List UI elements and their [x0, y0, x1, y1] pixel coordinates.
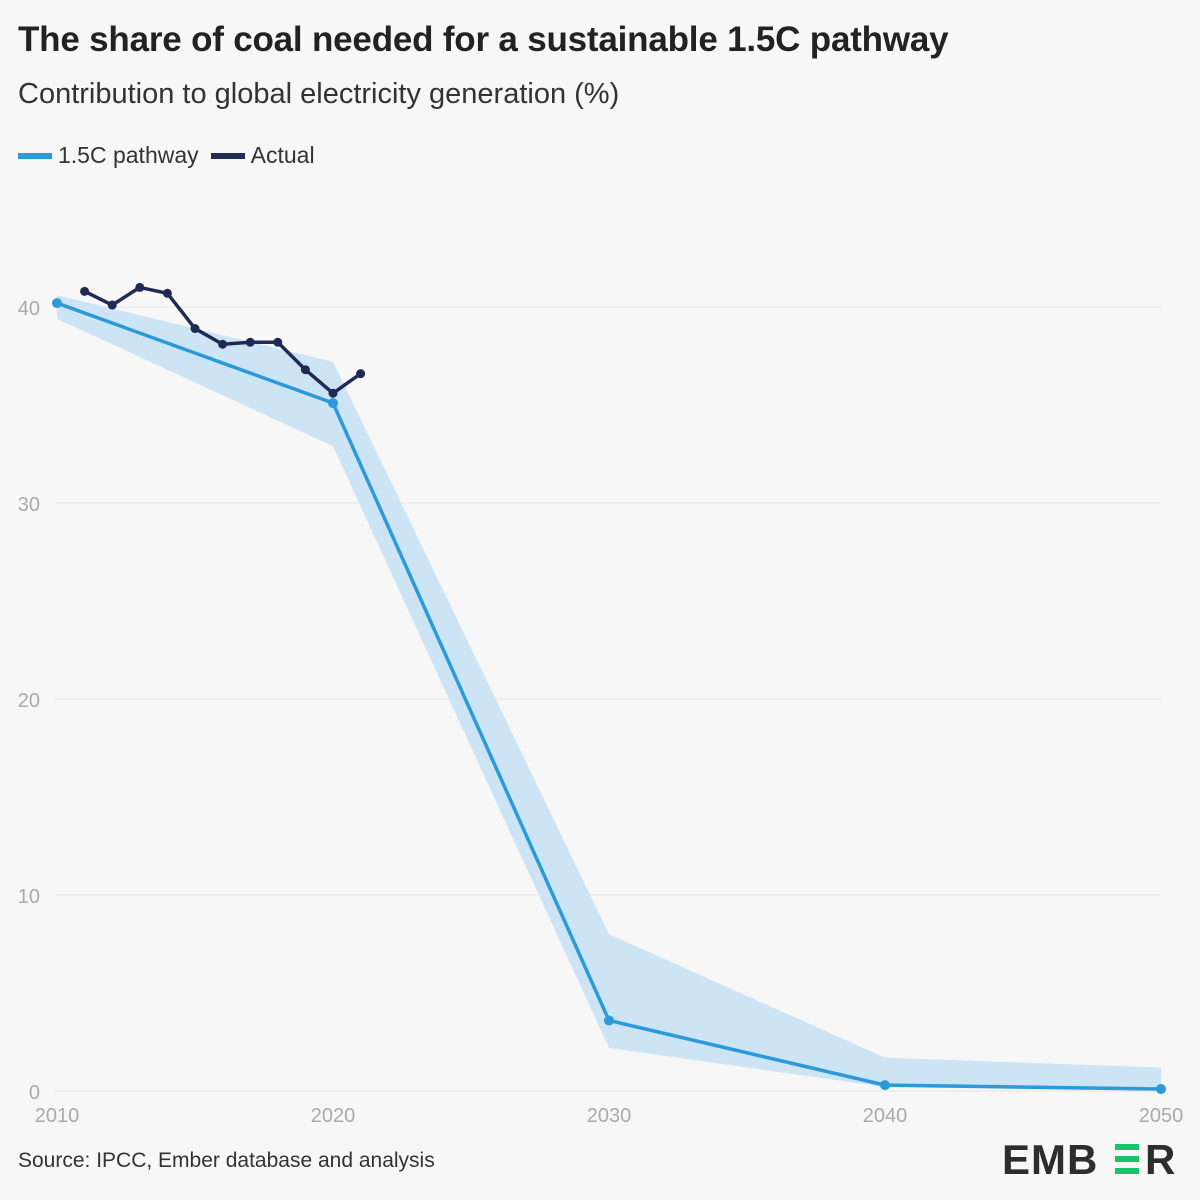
actual-point [300, 365, 310, 375]
actual-point [218, 339, 228, 349]
actual-point [162, 288, 172, 298]
pathway-range-band [57, 295, 1161, 1091]
actual-point [107, 300, 117, 310]
legend-item-actual[interactable]: Actual [210, 142, 315, 169]
ember-logo: EMB R [1002, 1138, 1175, 1178]
chart-title: The share of coal needed for a sustainab… [18, 20, 949, 59]
actual-point [135, 282, 145, 292]
actual-point [328, 388, 338, 398]
actual-point [190, 324, 200, 334]
actual-point [245, 337, 255, 347]
source-note: Source: IPCC, Ember database and analysi… [18, 1149, 435, 1172]
pathway-point [880, 1080, 890, 1091]
legend-swatch-actual [210, 152, 245, 159]
legend-item-pathway[interactable]: 1.5C pathway [18, 142, 199, 169]
x-tick-label: 2050 [1139, 1105, 1184, 1127]
legend-label-actual: Actual [250, 142, 315, 168]
x-tick-label: 2010 [35, 1105, 80, 1127]
legend-swatch-pathway [18, 152, 52, 159]
x-tick-label: 2040 [863, 1105, 908, 1127]
chart-subtitle: Contribution to global electricity gener… [18, 78, 620, 110]
actual-point [356, 369, 366, 379]
legend-label-pathway: 1.5C pathway [58, 142, 199, 168]
y-tick-label: 40 [18, 298, 40, 320]
y-tick-label: 20 [18, 690, 40, 712]
y-tick-label: 10 [18, 886, 40, 908]
y-tick-label: 30 [18, 494, 40, 516]
svg-text:EMB: EMB [1002, 1138, 1098, 1178]
ember-logo-e-mark [1115, 1144, 1139, 1174]
actual-point [273, 337, 283, 347]
pathway-point [52, 298, 62, 309]
pathway-point [1156, 1084, 1166, 1095]
pathway-point [604, 1015, 614, 1026]
y-tick-label: 0 [29, 1082, 40, 1104]
actual-point [80, 286, 90, 296]
chart-legend: 1.5C pathway Actual [18, 142, 327, 169]
pathway-point [328, 398, 338, 409]
svg-text:R: R [1145, 1138, 1175, 1178]
x-tick-label: 2020 [311, 1105, 356, 1127]
x-tick-label: 2030 [587, 1105, 632, 1127]
